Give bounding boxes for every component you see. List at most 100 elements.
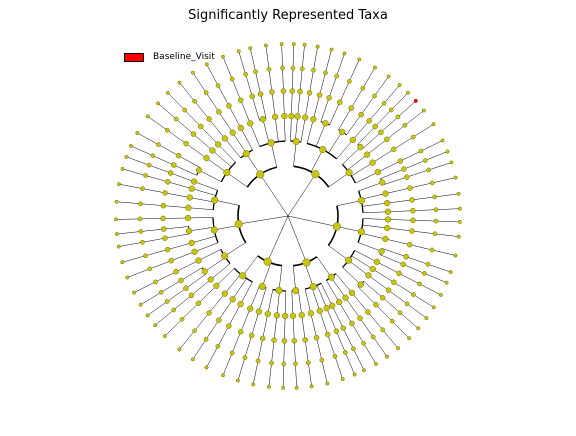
branch-line	[137, 133, 158, 145]
taxon-node	[410, 208, 415, 213]
branch-line	[385, 239, 409, 245]
branch-line	[284, 316, 285, 341]
branch-line	[193, 339, 206, 359]
taxon-node	[247, 306, 253, 312]
taxon-node	[317, 93, 322, 98]
taxon-node	[330, 48, 333, 51]
branch-line	[331, 277, 345, 297]
branch-line	[321, 283, 332, 305]
branch-line	[406, 257, 428, 264]
taxon-node	[153, 324, 156, 327]
taxon-node	[358, 144, 364, 150]
branch-line	[126, 157, 149, 165]
taxon-node	[434, 219, 438, 223]
taxon-node	[359, 112, 364, 117]
branch-line	[400, 313, 418, 329]
taxon-node	[310, 116, 316, 122]
branch-line	[301, 117, 305, 142]
branch-line	[284, 341, 285, 364]
taxon-node	[384, 137, 389, 142]
taxon-node	[379, 180, 385, 186]
branch-line	[171, 173, 194, 182]
branch-line	[174, 165, 197, 175]
taxon-node	[425, 316, 428, 319]
branch-line	[359, 182, 383, 190]
branch-line	[358, 126, 375, 144]
taxon-node	[281, 386, 284, 389]
taxon-node	[458, 207, 461, 210]
taxon-node	[140, 240, 144, 244]
taxon-node	[336, 299, 342, 305]
branch-line	[387, 125, 405, 139]
taxon-node	[115, 200, 118, 203]
taxon-node	[281, 113, 287, 119]
taxon-node	[427, 168, 431, 172]
taxon-node	[325, 332, 330, 337]
branch-line	[243, 256, 258, 276]
taxon-node	[381, 328, 385, 332]
taxon-node	[117, 182, 120, 185]
taxon-node	[299, 312, 305, 318]
legend: Baseline_Visit	[124, 51, 215, 63]
taxon-node	[382, 236, 388, 242]
branch-line	[351, 163, 372, 176]
taxon-node	[398, 311, 402, 315]
taxon-node	[144, 173, 148, 177]
branch-line	[383, 249, 407, 257]
taxon-node	[221, 55, 224, 58]
branch-line	[266, 45, 269, 69]
branch-line	[211, 264, 230, 280]
taxon-node	[165, 179, 170, 184]
taxon-node	[238, 329, 243, 334]
taxon-node	[235, 220, 243, 228]
taxon-node	[192, 99, 196, 103]
taxon-node	[205, 366, 208, 369]
branch-line	[300, 69, 302, 92]
branch-line	[275, 117, 278, 142]
branch-line	[325, 50, 331, 73]
branch-line	[190, 198, 215, 203]
taxon-node	[191, 71, 194, 74]
taxon-node	[380, 295, 385, 300]
branch-line	[348, 261, 368, 276]
taxon-node	[317, 308, 323, 314]
taxon-node	[183, 108, 187, 112]
taxon-node	[341, 326, 346, 331]
taxon-node	[239, 272, 246, 279]
branch-line	[302, 45, 304, 69]
taxon-node	[454, 176, 457, 179]
taxon-node	[215, 142, 221, 148]
taxon-node	[432, 306, 435, 309]
branch-line	[436, 221, 460, 222]
taxon-node	[213, 283, 219, 289]
branch-line	[284, 116, 285, 141]
branch-line	[246, 74, 253, 96]
branch-line	[320, 311, 328, 335]
taxon-node	[303, 259, 311, 267]
branch-line	[362, 132, 381, 149]
branch-line	[191, 280, 210, 296]
taxon-node	[174, 269, 179, 274]
branch-line	[262, 263, 271, 286]
taxon-node	[401, 262, 406, 267]
taxon-node	[370, 266, 376, 272]
taxon-node	[312, 170, 320, 178]
taxon-node	[226, 324, 231, 329]
taxon-node	[457, 235, 460, 238]
taxon-node	[156, 142, 160, 146]
taxon-node	[139, 303, 142, 306]
taxon-node	[367, 118, 372, 123]
taxon-node	[117, 245, 120, 248]
taxon-node	[334, 329, 339, 334]
taxon-node	[316, 45, 319, 48]
branch-line	[206, 320, 219, 339]
branch-line	[381, 169, 404, 178]
branch-line	[351, 88, 363, 108]
taxon-node	[361, 86, 365, 90]
branch-line	[229, 106, 241, 128]
branch-line	[239, 216, 288, 224]
branch-line	[378, 161, 400, 172]
taxon-node	[165, 247, 170, 252]
branch-line	[312, 287, 320, 311]
taxon-node	[230, 77, 234, 81]
